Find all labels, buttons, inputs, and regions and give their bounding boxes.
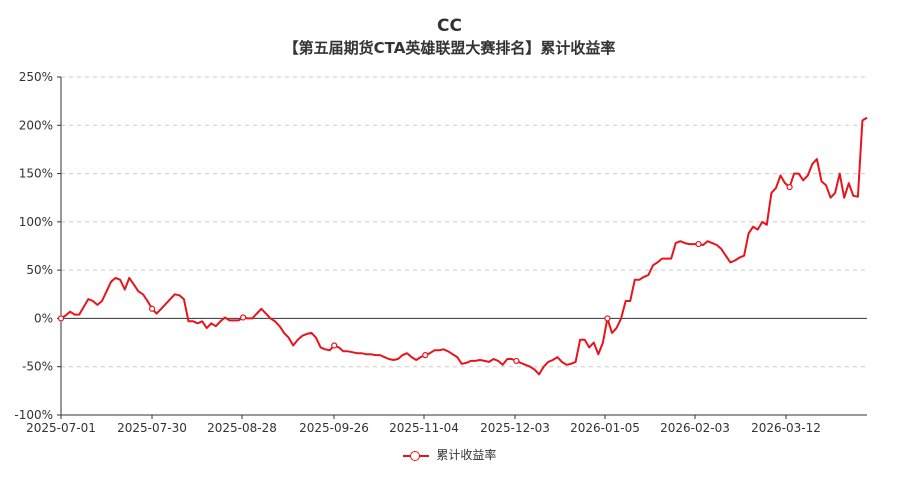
x-tick-label: 2026-01-05 <box>570 421 640 435</box>
y-tick-label: 50% <box>26 263 53 277</box>
x-tick-label: 2025-09-26 <box>299 421 369 435</box>
data-point <box>695 240 702 248</box>
series-line <box>60 116 868 376</box>
y-tick-label: 250% <box>19 70 53 84</box>
data-point <box>331 342 338 349</box>
legend-line-marker-icon <box>402 450 429 461</box>
x-tick-label: 2025-07-30 <box>117 421 187 435</box>
x-tick-label: 2025-08-28 <box>207 421 277 435</box>
x-tick-label: 2025-11-04 <box>389 421 459 435</box>
y-tick-label: -100% <box>14 408 53 422</box>
data-point <box>240 314 247 321</box>
y-tick-label: -50% <box>22 360 53 374</box>
legend-label: 累计收益率 <box>436 448 497 462</box>
x-tick-label: 2025-07-01 <box>26 421 96 435</box>
data-point <box>148 305 156 312</box>
data-point <box>422 352 429 359</box>
data-point <box>57 315 65 322</box>
x-tick-label: 2026-02-03 <box>660 421 730 435</box>
data-point <box>513 357 520 365</box>
y-tick-label: 100% <box>19 215 53 229</box>
legend[interactable]: 累计收益率 <box>0 446 899 463</box>
chart-subtitle: 【第五届期货CTA英雄联盟大赛排名】累计收益率 <box>283 39 616 57</box>
y-tick-label: 150% <box>19 167 53 181</box>
data-point <box>604 315 611 322</box>
y-tick-label: 200% <box>19 118 53 132</box>
chart-title: CC <box>437 16 462 36</box>
data-point <box>786 183 793 191</box>
y-tick-label: 0% <box>34 311 53 325</box>
x-tick-label: 2025-12-03 <box>480 421 550 435</box>
x-tick-label: 2026-03-12 <box>751 421 821 435</box>
